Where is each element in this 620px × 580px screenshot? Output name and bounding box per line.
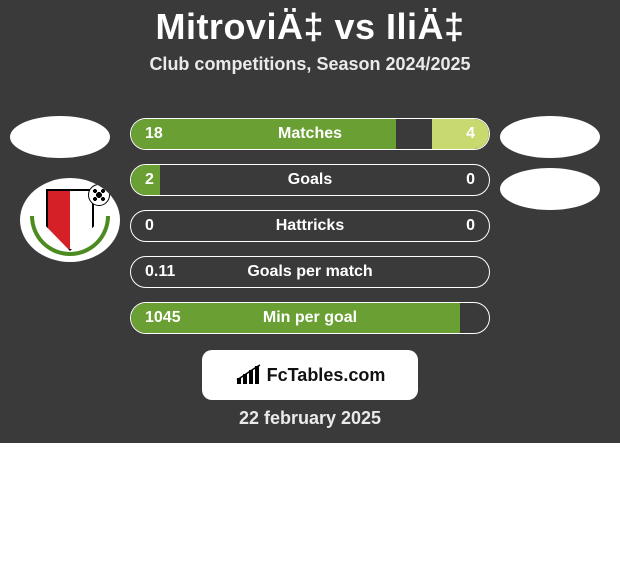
player-right-avatar-placeholder (500, 116, 600, 158)
subtitle: Club competitions, Season 2024/2025 (0, 54, 620, 75)
stat-label: Goals per match (131, 263, 489, 281)
stat-row: 2Goals0 (130, 164, 490, 196)
player-left-avatar-placeholder (10, 116, 110, 158)
brand-badge[interactable]: FcTables.com (202, 350, 418, 400)
page-title: MitroviÄ‡ vs IliÄ‡ (0, 0, 620, 48)
stat-row: 0.11Goals per match (130, 256, 490, 288)
stat-value-right: 0 (466, 171, 475, 189)
stat-label: Goals (131, 171, 489, 189)
stat-value-right: 4 (466, 125, 475, 143)
soccer-ball-icon (88, 184, 110, 206)
stat-label: Matches (131, 125, 489, 143)
stat-value-right: 0 (466, 217, 475, 235)
comparison-card: MitroviÄ‡ vs IliÄ‡ Club competitions, Se… (0, 0, 620, 443)
stat-rows: 18Matches42Goals00Hattricks00.11Goals pe… (130, 118, 490, 348)
date-text: 22 february 2025 (0, 408, 620, 429)
team-left-logo (20, 178, 120, 262)
bar-chart-icon (235, 364, 261, 386)
stat-label: Min per goal (131, 309, 489, 327)
team-right-avatar-placeholder (500, 168, 600, 210)
stat-row: 0Hattricks0 (130, 210, 490, 242)
stat-row: 1045Min per goal (130, 302, 490, 334)
stat-row: 18Matches4 (130, 118, 490, 150)
stat-label: Hattricks (131, 217, 489, 235)
brand-text: FcTables.com (267, 365, 386, 386)
